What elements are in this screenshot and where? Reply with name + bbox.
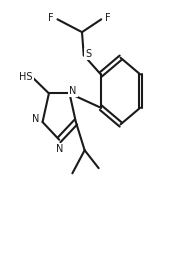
- Text: F: F: [105, 13, 111, 23]
- Text: N: N: [56, 144, 63, 154]
- Text: HS: HS: [19, 72, 33, 82]
- Text: F: F: [48, 13, 53, 23]
- Text: N: N: [32, 114, 39, 125]
- Text: S: S: [85, 49, 91, 59]
- Text: N: N: [69, 86, 77, 96]
